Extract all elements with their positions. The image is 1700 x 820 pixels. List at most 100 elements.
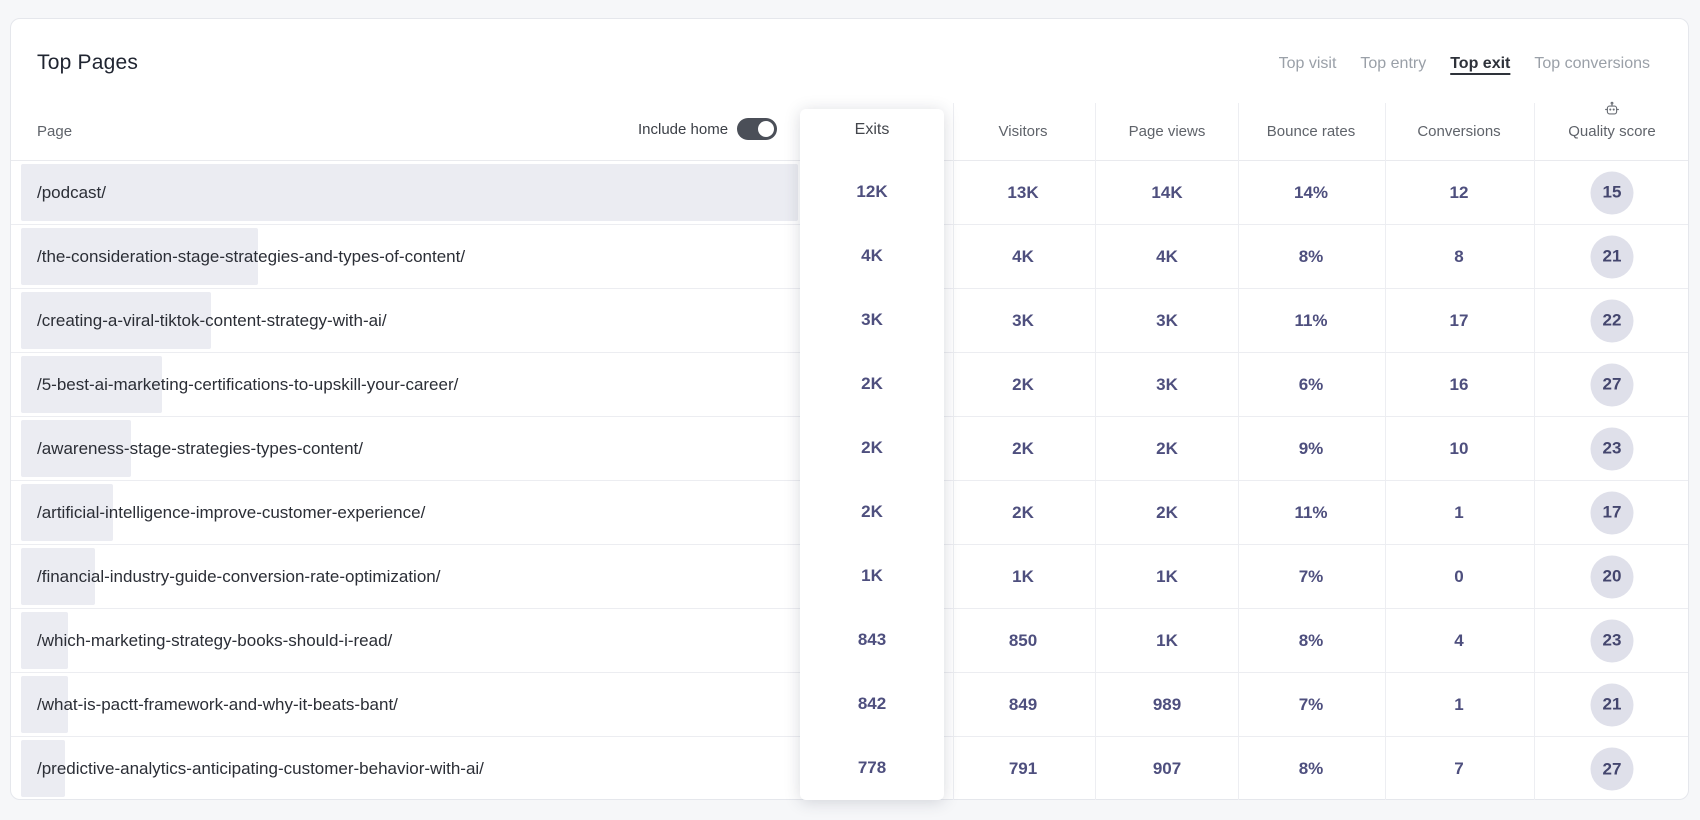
robot-icon	[1605, 101, 1619, 115]
column-header-bounce-rates: Bounce rates	[1266, 123, 1356, 140]
visitors-value: 791	[1008, 759, 1038, 778]
exits-elevated-column: Exits 12K 4K 3K 2K 2K 2K 1K 843 842 778	[800, 109, 944, 800]
quality-score-badge: 23	[1590, 427, 1634, 470]
page-views-value: 3K	[1156, 374, 1178, 394]
visitors-value: 2K	[1012, 502, 1034, 522]
bounce-rate-value: 8%	[1298, 759, 1324, 778]
exit-volume-bar	[21, 484, 113, 541]
visitors-value: 3K	[1012, 310, 1034, 330]
column-header-page: Page	[37, 123, 73, 140]
column-separator	[953, 103, 954, 800]
column-header-page-views: Page views	[1128, 123, 1206, 140]
page-views-value: 1K	[1156, 630, 1178, 650]
table-row[interactable]: /predictive-analytics-anticipating-custo…	[11, 737, 1688, 801]
conversions-value: 8	[1454, 246, 1464, 266]
exit-volume-bar	[21, 548, 95, 605]
include-home-toggle[interactable]	[737, 118, 778, 140]
include-home-label: Include home	[638, 120, 729, 138]
column-separator	[1385, 103, 1386, 800]
visitors-value: 2K	[1012, 438, 1034, 458]
conversions-value: 10	[1449, 438, 1469, 458]
conversions-value: 7	[1454, 759, 1464, 778]
visitors-value: 2K	[1012, 374, 1034, 394]
column-separator	[1238, 103, 1239, 800]
visitors-value: 4K	[1012, 246, 1034, 266]
page-path: /predictive-analytics-anticipating-custo…	[37, 759, 484, 778]
exits-value: 2K	[861, 502, 883, 521]
visitors-value: 850	[1008, 630, 1038, 650]
visitors-value: 13K	[1007, 182, 1039, 202]
page-views-value: 989	[1152, 694, 1182, 714]
column-separator	[1095, 103, 1096, 800]
bounce-rate-value: 14%	[1293, 182, 1329, 202]
quality-score-badge: 22	[1590, 299, 1634, 342]
bounce-rate-value: 6%	[1298, 374, 1324, 394]
page-title: Top Pages	[37, 51, 139, 74]
conversions-value: 17	[1449, 310, 1469, 330]
tab-top-conversions[interactable]: Top conversions	[1534, 55, 1650, 72]
column-header-visitors: Visitors	[998, 123, 1048, 140]
quality-score-badge: 21	[1590, 235, 1634, 278]
exits-value: 2K	[861, 374, 883, 393]
column-separator	[1534, 103, 1535, 800]
page-path: /awareness-stage-strategies-types-conten…	[37, 438, 363, 458]
tab-top-exit[interactable]: Top exit	[1450, 55, 1511, 72]
conversions-value: 4	[1454, 630, 1464, 650]
conversions-value: 1	[1454, 694, 1464, 714]
exit-volume-bar	[21, 740, 65, 797]
quality-score-badge: 17	[1590, 491, 1634, 534]
quality-score-badge: 27	[1590, 747, 1634, 791]
exit-volume-bar	[21, 164, 798, 221]
conversions-value: 12	[1449, 182, 1469, 202]
exits-value: 842	[857, 694, 887, 713]
exits-value: 12K	[856, 182, 888, 201]
tab-top-visit[interactable]: Top visit	[1278, 55, 1337, 72]
visitors-value: 1K	[1012, 566, 1034, 586]
page-path: /what-is-pactt-framework-and-why-it-beat…	[37, 694, 398, 714]
exits-value: 2K	[861, 438, 883, 457]
exit-volume-bar	[21, 420, 131, 477]
table-row[interactable]: /which-marketing-strategy-books-should-i…	[11, 609, 1688, 673]
visitors-value: 849	[1008, 694, 1038, 714]
page-path: /the-consideration-stage-strategies-and-…	[37, 246, 466, 266]
exit-volume-bar	[21, 292, 211, 349]
conversions-value: 1	[1454, 502, 1464, 522]
page-views-value: 1K	[1156, 566, 1178, 586]
column-header-quality-score: Quality score	[1568, 123, 1656, 140]
top-pages-card: Top Pages Top visit Top entry Top exit T…	[10, 18, 1689, 800]
page-path: /podcast/	[37, 182, 106, 202]
bounce-rate-value: 7%	[1298, 694, 1324, 714]
bounce-rate-value: 11%	[1294, 502, 1328, 522]
exits-value: 1K	[861, 566, 883, 585]
tab-top-entry[interactable]: Top entry	[1360, 55, 1427, 72]
page-views-value: 14K	[1151, 182, 1183, 202]
column-header-exits: Exits	[854, 121, 890, 138]
exits-value: 778	[857, 758, 887, 777]
bounce-rate-value: 8%	[1298, 630, 1324, 650]
bounce-rate-value: 8%	[1298, 246, 1324, 266]
page-views-value: 907	[1152, 759, 1182, 778]
page-path: /artificial-intelligence-improve-custome…	[37, 502, 426, 522]
exit-volume-bar	[21, 676, 68, 733]
page-path: /financial-industry-guide-conversion-rat…	[37, 566, 441, 586]
include-home-control: Include home	[638, 118, 778, 140]
conversions-value: 16	[1449, 374, 1469, 394]
exits-value: 3K	[861, 310, 883, 329]
bounce-rate-value: 7%	[1298, 566, 1324, 586]
exit-volume-bar	[21, 356, 162, 413]
table-row[interactable]: /podcast/ 13K 14K 14% 12 15	[11, 161, 1688, 225]
page-views-value: 3K	[1156, 310, 1178, 330]
quality-score-badge: 23	[1590, 619, 1634, 662]
conversions-value: 0	[1454, 566, 1464, 586]
page-path: /creating-a-viral-tiktok-content-strateg…	[37, 310, 387, 330]
quality-score-badge: 21	[1590, 683, 1634, 726]
table-row[interactable]: /creating-a-viral-tiktok-content-strateg…	[11, 289, 1688, 353]
exits-value: 4K	[861, 246, 883, 265]
exits-value: 843	[857, 630, 887, 649]
page-path: /5-best-ai-marketing-certifications-to-u…	[37, 374, 459, 394]
page-path: /which-marketing-strategy-books-should-i…	[37, 630, 393, 650]
quality-score-badge: 27	[1590, 363, 1634, 406]
exit-volume-bar	[21, 612, 68, 669]
page-views-value: 4K	[1156, 246, 1178, 266]
quality-score-badge: 15	[1590, 171, 1634, 214]
